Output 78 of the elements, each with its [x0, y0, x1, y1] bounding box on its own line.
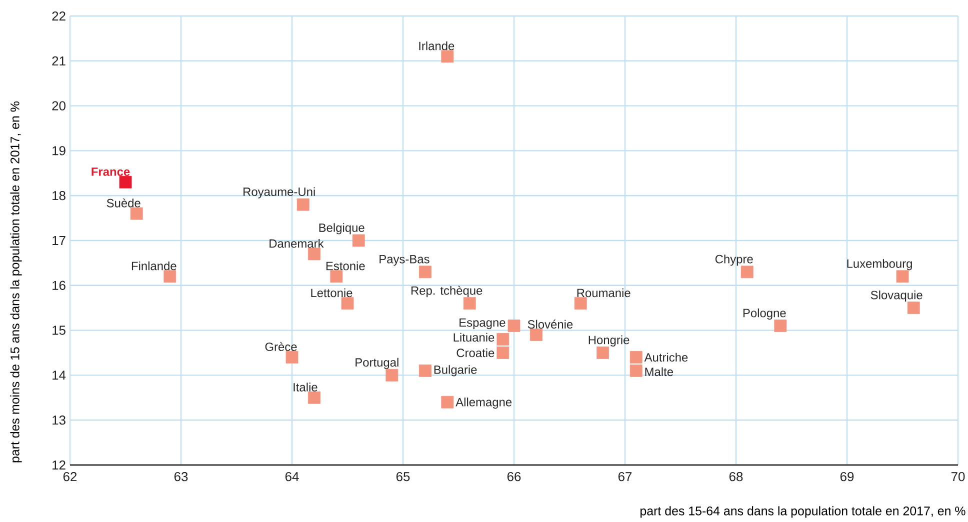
annotation: Malte: [645, 367, 673, 376]
annotation: Irlande: [419, 41, 454, 50]
point: [896, 270, 909, 283]
annotation: Portugal: [356, 358, 398, 370]
x-tick-label: 65: [396, 472, 410, 482]
annotation: Croatie: [456, 348, 494, 358]
point: [330, 270, 343, 283]
point: [496, 333, 510, 346]
x-tick-label: 64: [285, 472, 299, 482]
annotation: Slovaquie: [870, 290, 922, 302]
point: [441, 396, 454, 408]
annotation: Bulgarie: [434, 365, 477, 376]
point: [574, 297, 587, 310]
annotation: Autriche: [644, 352, 688, 362]
annotation: Estonie: [326, 261, 365, 270]
annotation: Lettonie: [311, 288, 352, 298]
point: [630, 351, 642, 364]
annotation: France: [92, 168, 130, 176]
annotation: Grèce: [265, 342, 297, 352]
y-tick-label: 20: [52, 101, 66, 110]
x-tick-label: 70: [951, 472, 965, 482]
point: [119, 176, 132, 188]
y-tick-label: 18: [52, 191, 66, 200]
x-tick-label: 67: [618, 472, 632, 482]
annotation: Luxembourg: [847, 259, 912, 270]
point: [774, 320, 787, 332]
y-tick-label: 21: [52, 56, 66, 66]
annotation: Royaume-Uni: [244, 187, 315, 198]
point: [419, 364, 432, 377]
point: [296, 198, 310, 211]
point: [441, 50, 454, 63]
point: [907, 302, 920, 314]
annotation: Rep. tchèque: [411, 286, 482, 298]
annotation: Slovénie: [528, 320, 573, 329]
annotation: Roumanie: [577, 288, 630, 298]
annotation: Lituanie: [454, 332, 494, 342]
point: [630, 364, 642, 377]
point: [352, 234, 365, 247]
point: [463, 297, 476, 310]
point: [508, 320, 520, 332]
annotation: Pays-Bas: [380, 255, 430, 266]
annotation: Allemagne: [456, 398, 512, 409]
annotation: Danemark: [270, 238, 324, 248]
point: [286, 351, 298, 364]
point: [130, 207, 143, 220]
y-tick-label: 17: [52, 236, 66, 245]
annotation: Italie: [294, 382, 318, 392]
y-tick-label: 19: [52, 146, 66, 156]
x-tick-label: 68: [729, 472, 743, 482]
point: [308, 248, 320, 260]
point: [530, 328, 542, 341]
x-tick-label: 62: [63, 472, 77, 482]
annotation: Suède: [106, 198, 140, 208]
y-tick-label: 16: [52, 280, 66, 290]
x-tick-label: 66: [507, 472, 521, 482]
point: [386, 369, 398, 382]
point: [419, 266, 432, 278]
x-tick-label: 69: [840, 472, 854, 482]
x-axis-title: part des 15-64 ans dans la population totale en 2017, en %: [640, 506, 966, 518]
annotation: Hongrie: [588, 335, 630, 347]
annotation: Belgique: [319, 223, 364, 234]
point: [164, 270, 176, 283]
annotation: Espagne: [460, 318, 506, 330]
y-tick-label: 12: [52, 460, 66, 470]
point: [341, 297, 354, 310]
y-tick-label: 22: [52, 11, 66, 21]
y-axis-title: part des moins de 15 ans dans la population totale en 2017, en %: [10, 101, 22, 462]
y-tick-label: 13: [52, 416, 66, 425]
annotation: Finlande: [132, 261, 176, 270]
y-tick-label: 15: [52, 326, 66, 335]
annotation: Chypre: [715, 254, 753, 266]
y-tick-label: 14: [52, 370, 66, 380]
x-tick-label: 63: [174, 472, 188, 482]
annotation: Pologne: [743, 308, 786, 320]
point: [496, 346, 510, 359]
point: [308, 391, 320, 404]
point: [596, 346, 609, 359]
point: [740, 266, 754, 278]
